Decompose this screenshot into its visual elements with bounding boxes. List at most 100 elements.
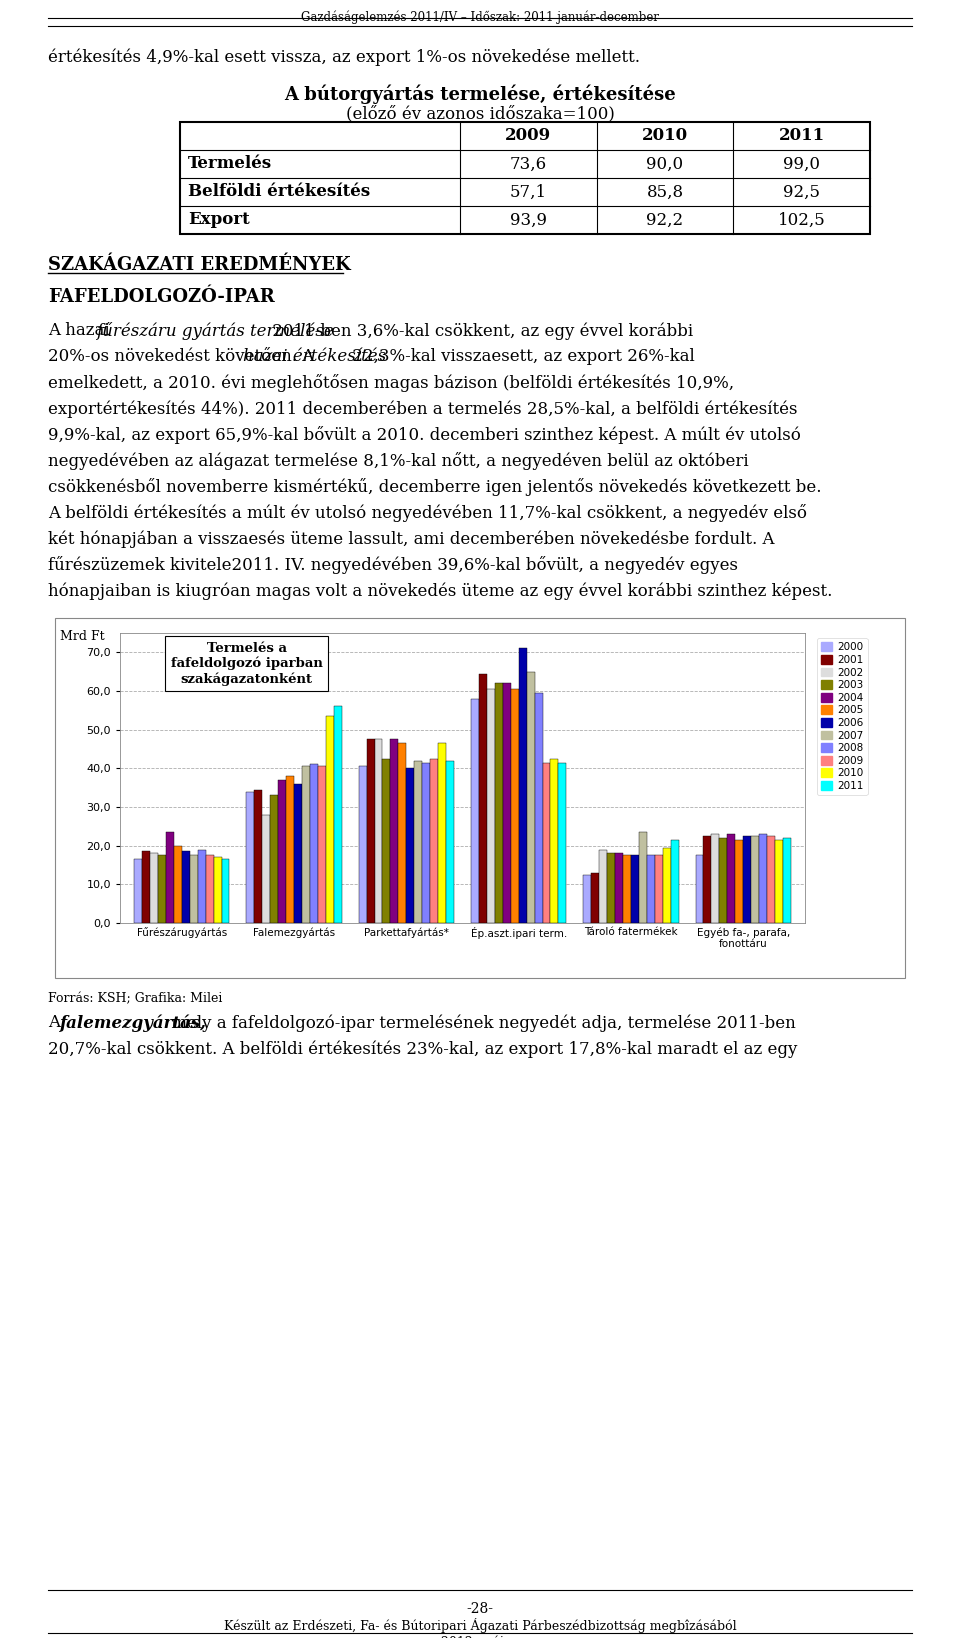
Legend: 2000, 2001, 2002, 2003, 2004, 2005, 2006, 2007, 2008, 2009, 2010, 2011: 2000, 2001, 2002, 2003, 2004, 2005, 2006… [817,639,868,794]
Text: Gazdáságelemzés 2011/IV – Időszak: 2011 január-december: Gazdáságelemzés 2011/IV – Időszak: 2011 … [301,10,659,23]
Text: -28-: -28- [467,1602,493,1617]
Bar [487,690,494,922]
Text: fűrészáru gyártás termelése: fűrészáru gyártás termelése [96,323,334,341]
Bar [318,767,325,922]
Text: 20,7%-kal csökkent. A belföldi értékesítés 23%-kal, az export 17,8%-kal maradt e: 20,7%-kal csökkent. A belföldi értékesít… [48,1040,798,1058]
Text: 57,1: 57,1 [510,183,547,200]
Text: SZAKÁGAZATI EREDMÉNYEK: SZAKÁGAZATI EREDMÉNYEK [48,256,350,274]
Text: Mrd Ft: Mrd Ft [60,631,105,644]
Bar [599,850,607,922]
Text: 99,0: 99,0 [783,156,820,172]
Text: 73,6: 73,6 [510,156,547,172]
Bar [671,840,679,922]
Bar [391,739,398,922]
Bar [294,785,302,922]
Bar [615,853,623,922]
Text: A belföldi értékesítés a múlt év utolsó negyedévében 11,7%-kal csökkent, a negye: A belföldi értékesítés a múlt év utolsó … [48,505,807,523]
Bar [775,840,783,922]
Text: negyedévében az alágazat termelése 8,1%-kal nőtt, a negyedéven belül az októberi: negyedévében az alágazat termelése 8,1%-… [48,452,749,470]
Text: 90,0: 90,0 [646,156,684,172]
Bar [398,744,406,922]
Bar [190,855,198,922]
Text: exportértékesítés 44%). 2011 decemberében a termelés 28,5%-kal, a belföldi érték: exportértékesítés 44%). 2011 decemberébe… [48,400,798,418]
Text: falemezgyártás,: falemezgyártás, [60,1014,207,1032]
Bar [655,855,662,922]
Bar [278,780,286,922]
Bar [542,763,550,922]
Bar [213,857,222,922]
Bar [134,860,142,922]
Text: 2011-ben 3,6%-kal csökkent, az egy évvel korábbi: 2011-ben 3,6%-kal csökkent, az egy évvel… [267,323,693,339]
Bar [181,852,190,922]
Bar [166,832,174,922]
Bar [286,776,294,922]
Bar [438,744,446,922]
Text: mely a fafeldolgozó-ipar termelésének negyedét adja, termelése 2011-ben: mely a fafeldolgozó-ipar termelésének ne… [166,1014,796,1032]
Bar [205,855,213,922]
Bar [374,739,382,922]
Bar [704,835,711,922]
Bar [406,768,415,922]
Bar [310,765,318,922]
Bar [751,835,759,922]
Text: 92,5: 92,5 [783,183,820,200]
Bar [334,706,342,922]
Bar [180,121,870,234]
Bar [422,763,430,922]
Text: Belföldi értékesítés: Belföldi értékesítés [188,183,371,200]
Bar [607,853,615,922]
Text: Forrás: KSH; Grafika: Milei: Forrás: KSH; Grafika: Milei [48,993,223,1006]
Bar [591,873,599,922]
Bar [639,832,647,922]
Text: 22,3%-kal visszaesett, az export 26%-kal: 22,3%-kal visszaesett, az export 26%-kal [347,347,694,365]
Bar [527,672,535,922]
Text: 20%-os növekedést követően. A: 20%-os növekedést követően. A [48,347,320,365]
Bar [157,855,166,922]
Bar [735,840,743,922]
Bar [359,767,367,922]
Text: A: A [48,1014,65,1030]
Bar [222,860,229,922]
Text: Készült az Erdészeti, Fa- és Bútoripari Ágazati Párbeszédbizottság megbîzásából
: Készült az Erdészeti, Fa- és Bútoripari … [224,1618,736,1638]
Bar [511,690,518,922]
Bar [503,683,511,922]
Text: A bútorgyártás termelése, értékesítése: A bútorgyártás termelése, értékesítése [284,85,676,105]
Bar [767,835,775,922]
Text: 2010: 2010 [642,128,688,144]
Bar [518,649,527,922]
Bar [198,850,205,922]
Text: FAFELDOLGOZÓ-IPAR: FAFELDOLGOZÓ-IPAR [48,288,275,306]
Text: értékesítés 4,9%-kal esett vissza, az export 1%-os növekedése mellett.: értékesítés 4,9%-kal esett vissza, az ex… [48,48,640,66]
Text: csökkenésből novemberre kismértékű, decemberre igen jelentős növekedés következe: csökkenésből novemberre kismértékű, dece… [48,478,822,496]
Bar [254,790,262,922]
Bar [695,855,704,922]
Bar [471,699,479,922]
Bar [584,875,591,922]
Bar [247,791,254,922]
Bar [711,834,719,922]
Bar [302,767,310,922]
Bar [479,673,487,922]
Text: 2011: 2011 [779,128,825,144]
Bar [631,855,639,922]
Bar [415,760,422,922]
Text: két hónapjában a visszaesés üteme lassult, ami decemberében növekedésbe fordult.: két hónapjában a visszaesés üteme lassul… [48,531,775,547]
Bar [728,834,735,922]
Bar [55,618,905,978]
Bar [430,758,438,922]
Text: 9,9%-kal, az export 65,9%-kal bővült a 2010. decemberi szinthez képest. A múlt é: 9,9%-kal, az export 65,9%-kal bővült a 2… [48,426,801,444]
Text: (előző év azonos időszaka=100): (előző év azonos időszaka=100) [346,105,614,121]
Bar [325,716,334,922]
Text: Export: Export [188,211,250,228]
Text: A hazai: A hazai [48,323,115,339]
Text: 102,5: 102,5 [778,211,826,228]
Bar [550,758,559,922]
Bar [535,693,542,922]
Text: Termelés a
fafeldolgozó iparban
szakágazatonként: Termelés a fafeldolgozó iparban szakágaz… [171,642,323,686]
Text: fűrészüzemek kivitele2011. IV. negyedévében 39,6%-kal bővült, a negyedév egyes: fűrészüzemek kivitele2011. IV. negyedévé… [48,555,738,573]
Bar [262,814,270,922]
Bar [719,839,728,922]
Text: hónapjaiban is kiugróan magas volt a növekedés üteme az egy évvel korábbi szinth: hónapjaiban is kiugróan magas volt a növ… [48,581,832,600]
Text: Termelés: Termelés [188,156,272,172]
Bar [647,855,655,922]
